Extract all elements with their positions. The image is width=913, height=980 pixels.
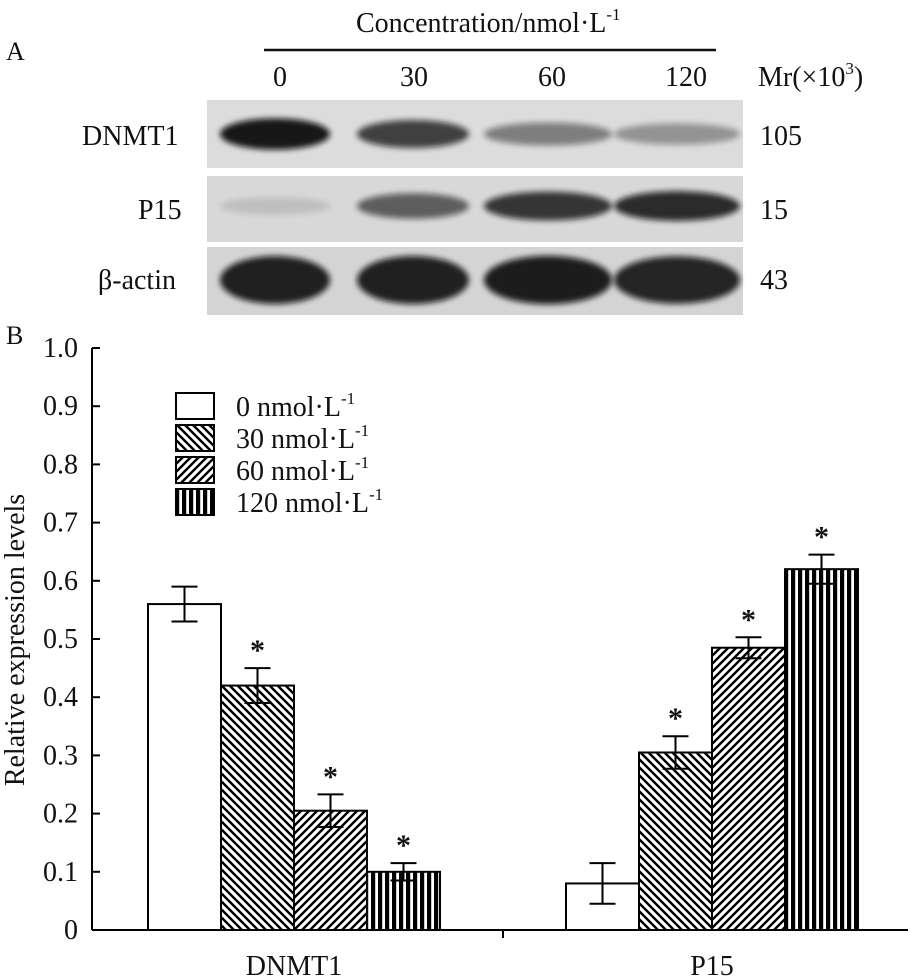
error-bar bbox=[808, 553, 835, 585]
y-tick-label: 0.5 bbox=[43, 624, 78, 655]
mr-value-dnmt1: 105 bbox=[760, 121, 802, 152]
significance-star: * bbox=[814, 521, 829, 554]
blot-band bbox=[220, 256, 330, 304]
significance-star: * bbox=[396, 829, 411, 862]
y-tick-label: 0.7 bbox=[43, 508, 78, 539]
concentration-label: 0 bbox=[273, 62, 287, 93]
protein-labels: DNMT1 P15 β-actin bbox=[82, 121, 182, 296]
x-category-label: DNMT1 bbox=[246, 951, 342, 980]
chart-bars bbox=[147, 568, 859, 932]
panel-b-label: B bbox=[6, 321, 23, 350]
error-bar bbox=[317, 793, 344, 828]
bar bbox=[784, 568, 859, 931]
legend-label-120: 120 nmol·L-1 bbox=[236, 485, 383, 519]
chart-significance-marks: * * * * * * bbox=[250, 521, 829, 862]
blot-band bbox=[614, 191, 740, 221]
y-tick-label: 0.2 bbox=[43, 799, 78, 830]
y-axis-label: Relative expression levels bbox=[0, 494, 31, 786]
y-tick-label: 0.1 bbox=[43, 857, 78, 888]
bar bbox=[711, 646, 786, 931]
panel-a-label: A bbox=[6, 37, 25, 66]
blot-band bbox=[484, 122, 612, 146]
legend-swatch-0 bbox=[175, 392, 215, 420]
error-bar bbox=[390, 862, 417, 882]
error-bar bbox=[662, 735, 689, 770]
blot-band bbox=[357, 120, 469, 148]
protein-label-actin: β-actin bbox=[98, 265, 176, 296]
blot-band bbox=[357, 193, 469, 219]
chart-legend: 0 nmol·L-1 30 nmol·L-1 60 nmol·L-1 120 n… bbox=[175, 389, 383, 519]
protein-label-dnmt1: DNMT1 bbox=[82, 121, 178, 152]
significance-star: * bbox=[668, 702, 683, 735]
concentration-header: Concentration/nmol·L-1 bbox=[356, 5, 621, 39]
blot-band bbox=[220, 118, 330, 150]
blot-band bbox=[484, 191, 612, 221]
bar bbox=[638, 751, 713, 931]
concentration-label: 60 bbox=[538, 62, 566, 93]
bar bbox=[147, 603, 222, 932]
error-bar bbox=[589, 862, 616, 905]
error-bar bbox=[171, 585, 198, 623]
y-tick-label: 0.8 bbox=[43, 449, 78, 480]
y-tick-label: 0.4 bbox=[43, 682, 78, 713]
chart-axes: 0 0.1 0.2 0.3 0.4 0.5 0.6 0.7 0.8 0.9 1.0 DNMT1 P15 bbox=[43, 333, 908, 980]
blot-band bbox=[614, 123, 740, 145]
blot-band bbox=[357, 256, 469, 304]
blot-band bbox=[484, 255, 612, 305]
concentration-label: 120 bbox=[665, 62, 707, 93]
mr-value-actin: 43 bbox=[760, 265, 788, 296]
legend-label-60: 60 nmol·L-1 bbox=[236, 453, 369, 487]
error-bar bbox=[244, 667, 271, 705]
y-tick-label: 1.0 bbox=[43, 333, 78, 364]
mr-label: Mr(×103) bbox=[758, 59, 863, 93]
y-tick-label: 0.3 bbox=[43, 740, 78, 771]
bar bbox=[293, 809, 368, 931]
x-category-label: P15 bbox=[690, 951, 734, 980]
error-bar bbox=[735, 636, 762, 660]
blot-band bbox=[614, 256, 740, 304]
bar bbox=[220, 684, 295, 931]
y-tick-label: 0 bbox=[64, 915, 78, 946]
concentration-labels: 0 30 60 120 bbox=[273, 62, 707, 93]
mr-value-p15: 15 bbox=[760, 195, 788, 226]
blot-bands bbox=[220, 118, 740, 305]
legend-label-30: 30 nmol·L-1 bbox=[236, 421, 369, 455]
protein-label-p15: P15 bbox=[138, 195, 182, 226]
significance-star: * bbox=[250, 634, 265, 667]
legend-swatch-60 bbox=[175, 456, 215, 484]
chart-error-bars bbox=[171, 553, 835, 905]
legend-swatch-120 bbox=[175, 488, 215, 516]
mr-values: 105 15 43 bbox=[760, 121, 802, 296]
significance-star: * bbox=[323, 760, 338, 793]
concentration-label: 30 bbox=[400, 62, 428, 93]
blot-band bbox=[220, 197, 330, 215]
western-blot bbox=[207, 100, 743, 315]
legend-swatch-30 bbox=[175, 424, 215, 452]
y-tick-label: 0.9 bbox=[43, 391, 78, 422]
y-tick-label: 0.6 bbox=[43, 566, 78, 597]
significance-star: * bbox=[741, 603, 756, 636]
legend-label-0: 0 nmol·L-1 bbox=[236, 389, 355, 423]
